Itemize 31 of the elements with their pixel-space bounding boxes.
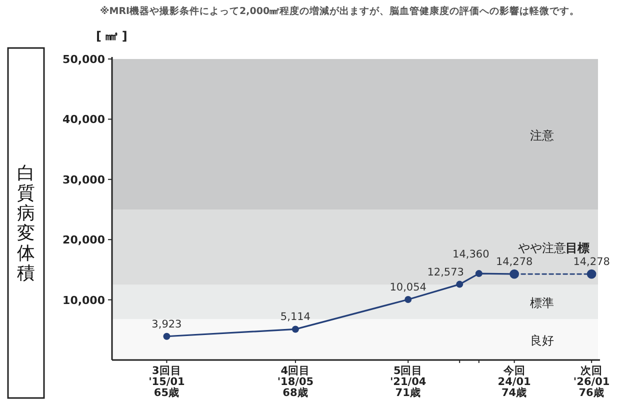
y-tick-label: 30,000 bbox=[62, 173, 106, 186]
band-label: 注意 bbox=[530, 128, 554, 142]
band-label: 良好 bbox=[530, 334, 554, 348]
data-label: 14,278 bbox=[573, 256, 610, 268]
x-tick-label: 3回目 '15/01 65歳 bbox=[148, 365, 185, 399]
point bbox=[404, 296, 412, 303]
y-tick-label: 50,000 bbox=[62, 53, 106, 66]
x-tick-label: 5回目 '21/04 71歳 bbox=[390, 365, 426, 399]
annotation: 目標 bbox=[566, 241, 590, 256]
data-label: 14,360 bbox=[452, 248, 490, 261]
point bbox=[456, 280, 464, 288]
x-tick-label: 今回 24/01 74歳 bbox=[498, 364, 531, 399]
text: ※MRI機器や撮影条件によって2,000㎣程度の増減が出ますが、脳血管健康度の評価への影響は軽微です。 bbox=[100, 5, 580, 17]
point bbox=[292, 326, 299, 333]
data-label: 12,573 bbox=[427, 266, 464, 278]
y-tick-label: 10,000 bbox=[62, 294, 106, 307]
text: [ ㎣ ] bbox=[96, 29, 128, 43]
x-tick-label: 次回 '26/01 76歳 bbox=[573, 365, 610, 399]
x-tick-label: 4回目 '18/05 68歳 bbox=[277, 365, 314, 399]
data-label: 14,278 bbox=[496, 256, 533, 268]
data-label: 3,923 bbox=[152, 318, 182, 330]
y-axis-title: 白質病変体積 bbox=[17, 163, 35, 284]
point bbox=[475, 270, 482, 278]
band-label: 標準 bbox=[530, 296, 554, 310]
data-label: 10,054 bbox=[390, 281, 427, 294]
y-tick-label: 40,000 bbox=[62, 113, 106, 126]
point bbox=[163, 332, 170, 340]
band-label: やや注意 bbox=[518, 241, 566, 256]
y-tick-label: 20,000 bbox=[62, 234, 106, 247]
point bbox=[586, 269, 596, 279]
data-label: 5,114 bbox=[280, 311, 311, 324]
